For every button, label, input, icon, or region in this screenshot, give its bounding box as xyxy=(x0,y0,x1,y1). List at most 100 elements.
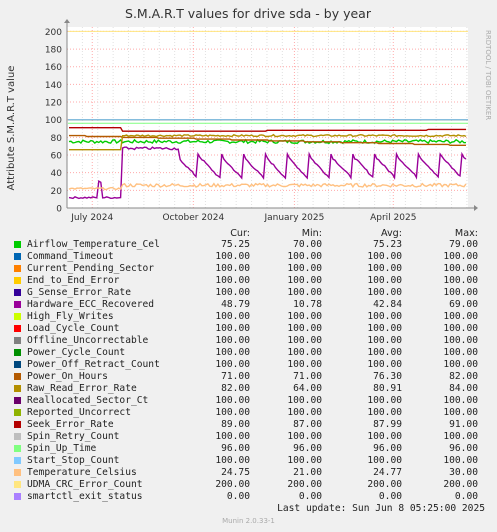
legend-value-avg: 100.00 xyxy=(367,395,402,406)
legend-swatch xyxy=(14,469,21,476)
legend-value-max: 100.00 xyxy=(443,347,478,358)
legend-value-min: 100.00 xyxy=(287,407,322,418)
legend-swatch xyxy=(14,253,21,260)
legend-value-min: 87.00 xyxy=(293,419,322,430)
legend-value-max: 100.00 xyxy=(443,407,478,418)
y-axis-label: Attribute S.M.A.R.T value xyxy=(6,66,17,191)
legend-value-cur: 24.75 xyxy=(221,467,250,478)
legend-swatch xyxy=(14,361,21,368)
x-tick-label: October 2024 xyxy=(162,213,224,223)
legend-value-cur: 100.00 xyxy=(215,311,250,322)
legend-row: Power_Cycle_Count 100.00 100.00 100.00 100.0… xyxy=(0,347,497,359)
x-axis-arrow xyxy=(474,205,478,211)
legend-row: Command_Timeout 100.00 100.00 100.00 100.00 xyxy=(0,251,497,263)
legend-value-cur: 100.00 xyxy=(215,455,250,466)
legend-value-avg: 80.91 xyxy=(373,383,402,394)
legend-row: G_Sense_Error_Rate 100.00 100.00 100.00 100.… xyxy=(0,287,497,299)
legend-value-avg: 100.00 xyxy=(367,407,402,418)
legend-value-cur: 100.00 xyxy=(215,347,250,358)
legend-value-cur: 100.00 xyxy=(215,407,250,418)
legend-row: Power_On_Hours 71.00 71.00 76.30 82.00 xyxy=(0,371,497,383)
legend-value-max: 100.00 xyxy=(443,323,478,334)
legend-value-max: 30.00 xyxy=(449,467,478,478)
legend-value-cur: 71.00 xyxy=(221,371,250,382)
legend-value-cur: 96.00 xyxy=(221,443,250,454)
legend-row: Temperature_Celsius 24.75 21.00 24.77 30.00 xyxy=(0,467,497,479)
legend-row: Load_Cycle_Count 100.00 100.00 100.00 100.00 xyxy=(0,323,497,335)
legend-value-avg: 75.23 xyxy=(373,239,402,250)
legend-value-min: 100.00 xyxy=(287,251,322,262)
legend-value-min: 100.00 xyxy=(287,347,322,358)
legend-column-header: Min: xyxy=(301,228,322,239)
legend-value-max: 100.00 xyxy=(443,263,478,274)
legend-value-max: 100.00 xyxy=(443,275,478,286)
legend-value-cur: 100.00 xyxy=(215,335,250,346)
legend-swatch xyxy=(14,289,21,296)
y-tick-label: 140 xyxy=(45,81,62,91)
legend-value-avg: 24.77 xyxy=(373,467,402,478)
grid xyxy=(67,27,468,209)
legend-series-name: Airflow_Temperature_Cel xyxy=(27,239,160,250)
legend-series-name: Command_Timeout xyxy=(27,251,114,262)
legend-swatch xyxy=(14,457,21,464)
x-tick-label: January 2025 xyxy=(263,213,324,223)
series-lines xyxy=(68,30,468,209)
legend-row: Power_Off_Retract_Count 100.00 100.00 100.0… xyxy=(0,359,497,371)
legend-value-cur: 100.00 xyxy=(215,323,250,334)
legend-value-cur: 89.00 xyxy=(221,419,250,430)
legend-swatch xyxy=(14,301,21,308)
legend-swatch xyxy=(14,481,21,488)
legend-swatch xyxy=(14,349,21,356)
legend-column-header: Avg: xyxy=(380,228,402,239)
legend-value-max: 100.00 xyxy=(443,395,478,406)
legend-row: Reported_Uncorrect 100.00 100.00 100.00 100.… xyxy=(0,407,497,419)
legend-row: Raw_Read_Error_Rate 82.00 64.00 80.91 84.00 xyxy=(0,383,497,395)
legend-series-name: G_Sense_Error_Rate xyxy=(27,287,131,298)
rrdtool-credit: RRDTOOL / TOBI OETIKER xyxy=(484,30,492,121)
legend-column-header: Max: xyxy=(454,228,478,239)
legend-value-min: 21.00 xyxy=(293,467,322,478)
legend-value-min: 96.00 xyxy=(293,443,322,454)
legend-value-max: 100.00 xyxy=(443,335,478,346)
legend-value-max: 0.00 xyxy=(454,491,478,502)
legend-swatch xyxy=(14,445,21,452)
legend-value-max: 69.00 xyxy=(449,299,478,310)
series-line-temperature-celsius xyxy=(68,182,467,191)
legend-value-min: 70.00 xyxy=(293,239,322,250)
legend-value-avg: 100.00 xyxy=(367,335,402,346)
legend-swatch xyxy=(14,277,21,284)
legend-row: smartctl_exit_status 0.00 0.00 0.00 0.00 xyxy=(0,491,497,503)
legend-swatch xyxy=(14,265,21,272)
legend-value-min: 100.00 xyxy=(287,359,322,370)
y-tick-label: 20 xyxy=(51,187,63,197)
legend-value-min: 64.00 xyxy=(293,383,322,394)
legend-value-cur: 0.00 xyxy=(226,491,250,502)
legend-value-min: 100.00 xyxy=(287,287,322,298)
legend-swatch xyxy=(14,409,21,416)
legend-value-avg: 100.00 xyxy=(367,431,402,442)
legend-value-avg: 76.30 xyxy=(373,371,402,382)
legend-row: Seek_Error_Rate 89.00 87.00 87.99 91.00 xyxy=(0,419,497,431)
legend-value-avg: 200.00 xyxy=(367,479,402,490)
legend-series-name: Current_Pending_Sector xyxy=(27,263,155,274)
legend-row: End_to_End_Error 100.00 100.00 100.00 100.00 xyxy=(0,275,497,287)
legend-value-cur: 82.00 xyxy=(221,383,250,394)
legend-row: Reallocated_Sector_Ct 100.00 100.00 100.00 1… xyxy=(0,395,497,407)
legend-series-name: UDMA_CRC_Error_Count xyxy=(27,479,143,490)
x-tick-label: April 2025 xyxy=(370,213,416,223)
legend-value-cur: 48.79 xyxy=(221,299,250,310)
series-line-hardware-ecc-recovered xyxy=(68,146,467,200)
legend-value-max: 100.00 xyxy=(443,311,478,322)
legend-value-min: 100.00 xyxy=(287,431,322,442)
chart: 0 20 40 60 80 100 120 140 160 180 200 July 2024 Octo… xyxy=(6,6,478,223)
legend-value-avg: 100.00 xyxy=(367,323,402,334)
legend-value-avg: 100.00 xyxy=(367,251,402,262)
legend-swatch xyxy=(14,337,21,344)
legend-value-cur: 100.00 xyxy=(215,395,250,406)
legend-swatch xyxy=(14,493,21,500)
legend-row: Spin_Up_Time 96.00 96.00 96.00 96.00 xyxy=(0,443,497,455)
legend-value-min: 100.00 xyxy=(287,275,322,286)
legend-series-name: Raw_Read_Error_Rate xyxy=(27,383,137,394)
legend-value-max: 96.00 xyxy=(449,443,478,454)
legend-value-max: 100.00 xyxy=(443,287,478,298)
